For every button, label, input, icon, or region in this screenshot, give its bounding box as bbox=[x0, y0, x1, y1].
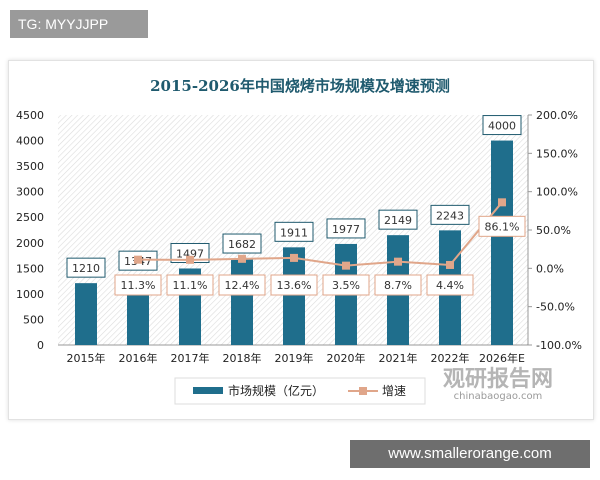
bar bbox=[283, 247, 305, 345]
growth-label: 11.1% bbox=[173, 279, 208, 292]
growth-label: 4.4% bbox=[436, 279, 464, 292]
watermark-name: 观研报告网 bbox=[443, 367, 553, 392]
bar-label-box bbox=[482, 115, 522, 136]
growth-label-box bbox=[166, 274, 214, 296]
bar-label: 1977 bbox=[332, 223, 360, 236]
bar-label: 1911 bbox=[280, 226, 308, 239]
growth-label: 86.1% bbox=[485, 220, 520, 233]
growth-label-box bbox=[322, 274, 370, 296]
growth-label-box bbox=[478, 215, 526, 237]
y-right-tick: 0.0% bbox=[536, 262, 564, 275]
growth-label: 8.7% bbox=[384, 279, 412, 292]
y-left-tick: 4500 bbox=[16, 109, 44, 122]
growth-label: 11.3% bbox=[121, 279, 156, 292]
growth-line bbox=[137, 201, 503, 267]
growth-label-box bbox=[374, 274, 422, 296]
bar-label: 2243 bbox=[436, 209, 464, 222]
bar bbox=[491, 140, 513, 345]
x-tick: 2015年 bbox=[67, 351, 106, 365]
growth-marker bbox=[186, 255, 194, 264]
y-right-tick: 150.0% bbox=[536, 147, 578, 160]
y-left-tick: 1500 bbox=[16, 262, 44, 275]
legend-bar-swatch bbox=[193, 387, 223, 394]
bar bbox=[231, 259, 253, 345]
growth-marker bbox=[498, 198, 506, 207]
growth-marker bbox=[342, 261, 350, 270]
bar-label: 1497 bbox=[176, 247, 204, 260]
y-right-tick: 200.0% bbox=[536, 109, 578, 122]
y-left-tick: 0 bbox=[37, 339, 44, 352]
growth-label: 3.5% bbox=[332, 279, 360, 292]
growth-label-box bbox=[114, 274, 162, 296]
bar-label: 1210 bbox=[72, 262, 100, 275]
growth-marker bbox=[238, 254, 246, 263]
y-right-tick: 50.0% bbox=[536, 224, 571, 237]
growth-label-box bbox=[218, 274, 266, 296]
growth-marker bbox=[394, 257, 402, 266]
bottom-site: www.smallerorange.com bbox=[350, 440, 590, 468]
legend-bar-label: 市场规模（亿元） bbox=[228, 383, 324, 398]
growth-label: 13.6% bbox=[277, 279, 312, 292]
y-left-tick: 1000 bbox=[16, 288, 44, 301]
bar-label-box bbox=[274, 221, 314, 242]
legend-line-marker bbox=[359, 387, 367, 395]
y-left-tick: 2500 bbox=[16, 211, 44, 224]
bar bbox=[75, 283, 97, 345]
growth-label-box bbox=[270, 274, 318, 296]
x-tick: 2016年 bbox=[119, 351, 158, 365]
y-right-tick: -50.0% bbox=[536, 301, 575, 314]
bar-label-box bbox=[326, 218, 366, 239]
x-tick: 2020年 bbox=[327, 351, 366, 365]
legend bbox=[174, 377, 426, 405]
watermark-url: chinabaogao.com bbox=[454, 391, 543, 402]
x-tick: 2022年 bbox=[431, 351, 470, 365]
x-tick: 2017年 bbox=[171, 351, 210, 365]
bar-label-box bbox=[430, 204, 470, 225]
x-tick: 2018年 bbox=[223, 351, 262, 365]
growth-label: 12.4% bbox=[225, 279, 260, 292]
x-tick: 2026年E bbox=[479, 351, 525, 365]
y-left-tick: 500 bbox=[23, 313, 44, 326]
top-tag: TG: MYYJJPP bbox=[10, 10, 148, 38]
bar-label: 2149 bbox=[384, 214, 412, 227]
legend-line-label: 增速 bbox=[382, 384, 406, 398]
chart-title: 2015-2026年中国烧烤市场规模及增速预测 bbox=[150, 77, 450, 95]
growth-marker bbox=[290, 253, 298, 262]
y-left-tick: 3500 bbox=[16, 160, 44, 173]
x-tick: 2021年 bbox=[379, 351, 418, 365]
growth-marker bbox=[134, 255, 142, 264]
bar-label: 1682 bbox=[228, 238, 256, 251]
y-left-tick: 4000 bbox=[16, 135, 44, 148]
y-right-tick: -100.0% bbox=[536, 339, 582, 352]
growth-marker bbox=[446, 260, 454, 269]
y-left-tick: 3000 bbox=[16, 186, 44, 199]
bar-label: 4000 bbox=[488, 120, 516, 133]
bar-label-box bbox=[378, 209, 418, 230]
bar-label-box bbox=[222, 233, 262, 254]
y-left-tick: 2000 bbox=[16, 237, 44, 250]
growth-label-box bbox=[426, 274, 474, 296]
bar-label-box bbox=[66, 257, 106, 278]
x-tick: 2019年 bbox=[275, 351, 314, 365]
y-right-tick: 100.0% bbox=[536, 186, 578, 199]
